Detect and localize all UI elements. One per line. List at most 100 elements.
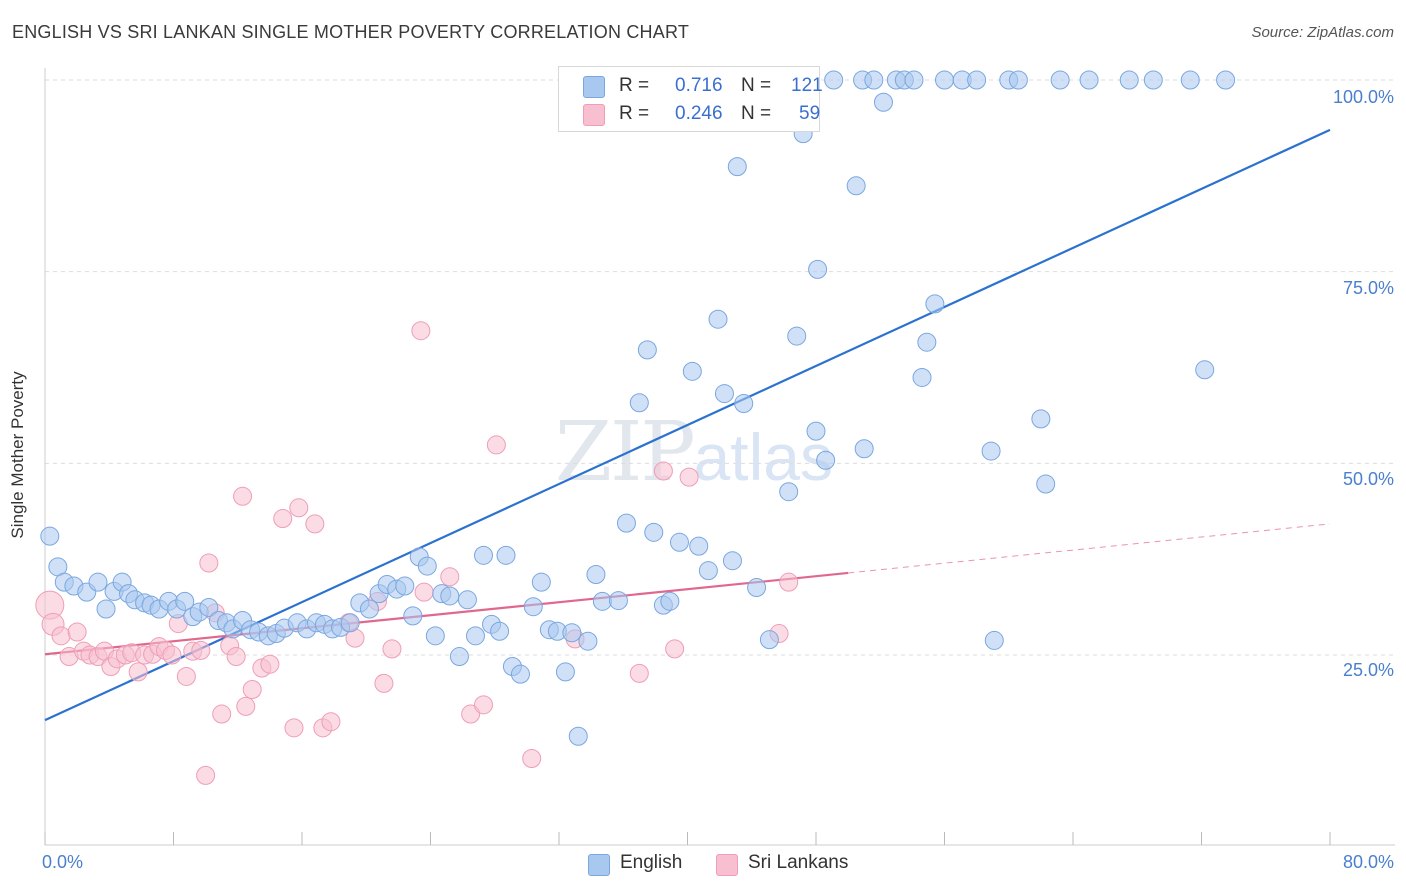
english-point xyxy=(88,572,108,592)
english-point xyxy=(747,578,767,598)
english-point xyxy=(510,664,530,684)
english-r-label: R = xyxy=(619,75,650,96)
english-point xyxy=(578,631,598,651)
english-point xyxy=(935,70,954,90)
english-point xyxy=(984,630,1004,650)
english-point xyxy=(359,599,379,619)
srilankan-point xyxy=(653,461,673,481)
english-point xyxy=(586,565,606,584)
english-point xyxy=(759,630,779,650)
srilankan-point xyxy=(629,663,649,683)
english-point xyxy=(689,536,709,556)
english-point xyxy=(175,591,195,611)
english-point xyxy=(474,545,494,565)
srilankan-point xyxy=(67,622,87,642)
english-point xyxy=(846,176,866,196)
english-point xyxy=(425,626,445,646)
english-point xyxy=(912,367,932,387)
srilankan-point xyxy=(162,645,182,665)
srilankan-r-value: 0.246 xyxy=(675,103,723,124)
english-n-label: N = xyxy=(741,75,772,96)
english-point xyxy=(1031,409,1051,429)
english-point xyxy=(644,522,664,542)
srilankan-trend-line xyxy=(44,571,849,656)
english-point xyxy=(873,92,893,112)
correlation-legend: R = 0.716 N = 121 R = 0.246 N = 59 xyxy=(558,66,823,132)
english-point xyxy=(981,441,1001,461)
english-point xyxy=(854,439,874,459)
srilankan-point xyxy=(486,435,506,455)
srilankan-point xyxy=(196,765,216,785)
english-point xyxy=(440,586,460,606)
english-point xyxy=(917,332,937,352)
bottom-srilankan-label: Sri Lankans xyxy=(748,852,849,873)
srilankan-point xyxy=(440,567,460,587)
srilankan-point xyxy=(284,718,304,738)
english-point xyxy=(96,599,116,619)
gridlines xyxy=(45,79,1395,656)
english-point xyxy=(1050,70,1070,90)
english-point xyxy=(925,294,945,314)
english-point xyxy=(555,662,575,682)
english-point xyxy=(734,394,754,414)
english-point xyxy=(403,606,423,626)
english-point xyxy=(708,309,728,329)
english-point xyxy=(779,482,799,502)
english-point xyxy=(698,561,718,581)
english-point xyxy=(1216,70,1236,90)
english-point xyxy=(864,70,884,90)
srilankan-r-label: R = xyxy=(619,103,650,124)
english-point xyxy=(1036,474,1056,494)
srilankan-point xyxy=(665,639,685,659)
english-point xyxy=(465,626,485,646)
english-point xyxy=(787,326,807,346)
english-point xyxy=(660,591,680,611)
y-tick-label-100: 100.0% xyxy=(1332,87,1394,107)
english-point xyxy=(40,526,60,546)
english-point xyxy=(727,157,747,177)
axes xyxy=(44,68,1395,846)
y-tick-label-25: 25.0% xyxy=(1342,660,1394,680)
bottom-english-swatch xyxy=(588,854,610,876)
srilankan-point xyxy=(176,666,196,686)
english-point xyxy=(714,384,734,404)
srilankan-trend-group xyxy=(44,523,1331,656)
english-point xyxy=(395,576,415,596)
srilankan-point xyxy=(414,582,434,602)
english-point xyxy=(199,597,219,617)
chart-title: ENGLISH VS SRI LANKAN SINGLE MOTHER POVE… xyxy=(12,22,690,42)
english-point xyxy=(904,70,924,90)
srilankan-point xyxy=(289,498,309,518)
english-point xyxy=(808,259,828,279)
english-point xyxy=(608,591,628,611)
y-tick-label-50: 50.0% xyxy=(1342,469,1394,489)
english-point xyxy=(449,647,469,667)
srilankan-point xyxy=(51,626,71,646)
english-point xyxy=(417,556,437,576)
srilankan-point xyxy=(679,467,699,487)
x-tick-label-min: 0.0% xyxy=(42,852,84,872)
srilankan-point xyxy=(242,680,262,699)
english-swatch xyxy=(583,76,605,98)
english-point xyxy=(1195,360,1215,380)
english-point xyxy=(1008,70,1028,90)
srilankan-point xyxy=(522,749,542,768)
srilankan-point xyxy=(191,640,211,660)
srilankan-point xyxy=(273,509,293,529)
english-trend-group xyxy=(44,128,1331,722)
english-point xyxy=(1119,70,1139,90)
srilankan-point xyxy=(779,572,799,592)
english-point xyxy=(967,70,987,90)
english-point xyxy=(637,340,657,360)
srilankan-point xyxy=(212,704,232,724)
srilankan-point xyxy=(305,514,325,534)
english-point xyxy=(562,623,582,643)
y-tick-label-75: 75.0% xyxy=(1342,278,1394,298)
english-point xyxy=(616,513,636,533)
english-point xyxy=(669,532,689,552)
bottom-english-label: English xyxy=(620,852,683,873)
english-point xyxy=(722,551,742,571)
english-points xyxy=(40,70,1236,746)
srilankan-point xyxy=(233,486,253,506)
